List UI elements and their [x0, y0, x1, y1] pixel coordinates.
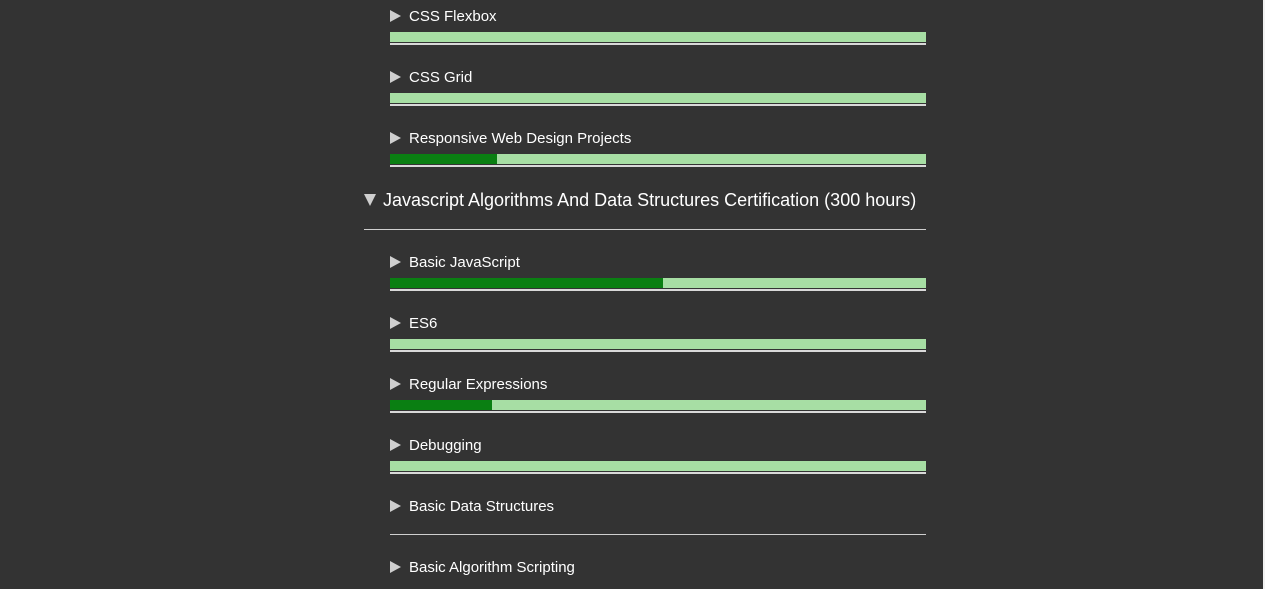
progress-bar: [390, 278, 926, 289]
item-label: ES6: [409, 314, 438, 332]
progress-bar: [390, 400, 926, 411]
item-header[interactable]: Debugging: [390, 435, 482, 455]
item-header[interactable]: Responsive Web Design Projects: [390, 128, 631, 148]
expand-arrow-icon[interactable]: [390, 439, 401, 451]
progress-fill: [390, 154, 498, 164]
item-label: CSS Grid: [409, 68, 473, 86]
expand-arrow-icon[interactable]: [390, 500, 401, 512]
item-divider: [390, 534, 926, 535]
progress-bar: [390, 154, 926, 165]
item-header[interactable]: CSS Flexbox: [390, 6, 497, 26]
collapse-arrow-icon[interactable]: [364, 194, 376, 206]
expand-arrow-icon[interactable]: [390, 378, 401, 390]
expand-arrow-icon[interactable]: [390, 71, 401, 83]
section-divider: [364, 229, 926, 230]
expand-arrow-icon[interactable]: [390, 561, 401, 573]
item-label: Responsive Web Design Projects: [409, 129, 632, 147]
item-header[interactable]: CSS Grid: [390, 67, 472, 87]
expand-arrow-icon[interactable]: [390, 132, 401, 144]
item-header[interactable]: Basic Algorithm Scripting: [390, 557, 575, 577]
progress-bar: [390, 93, 926, 104]
item-label: Basic Algorithm Scripting: [409, 558, 575, 576]
progress-bar: [390, 461, 926, 472]
expand-arrow-icon[interactable]: [390, 256, 401, 268]
progress-fill: [390, 278, 664, 288]
item-header[interactable]: ES6: [390, 313, 437, 333]
item-label: Basic Data Structures: [409, 497, 555, 515]
section-title: Javascript Algorithms And Data Structure…: [383, 189, 917, 210]
progress-fill: [390, 400, 492, 410]
scrollbar[interactable]: [1263, 0, 1265, 589]
expand-arrow-icon[interactable]: [390, 317, 401, 329]
item-header[interactable]: Basic Data Structures: [390, 496, 554, 516]
item-label: CSS Flexbox: [409, 7, 497, 25]
item-label: Debugging: [409, 436, 482, 454]
item-header[interactable]: Regular Expressions: [390, 374, 547, 394]
certification-section: Javascript Algorithms And Data Structure…: [364, 189, 926, 230]
expand-arrow-icon[interactable]: [390, 10, 401, 22]
progress-bar: [390, 339, 926, 350]
item-label: Basic JavaScript: [409, 253, 520, 271]
section-header[interactable]: Javascript Algorithms And Data Structure…: [364, 189, 926, 211]
progress-bar: [390, 32, 926, 43]
item-label: Regular Expressions: [409, 375, 548, 393]
item-header[interactable]: Basic JavaScript: [390, 252, 520, 272]
